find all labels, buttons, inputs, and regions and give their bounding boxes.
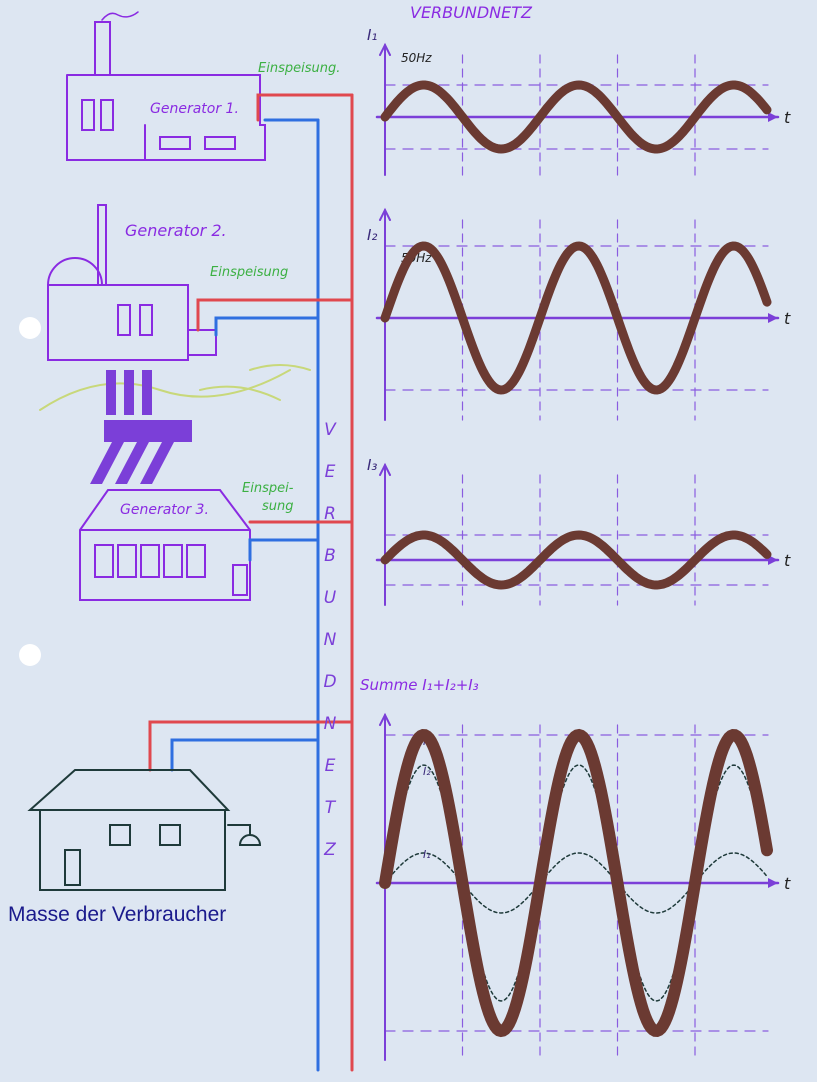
current-label: I₂ <box>367 226 377 244</box>
penstocks <box>90 370 192 484</box>
consumer-label: Masse der Verbraucher <box>8 903 226 927</box>
inner-label: I₁ <box>423 848 431 861</box>
feed-blue <box>250 540 318 560</box>
current-label: I₁ <box>367 26 377 44</box>
title: VERBUNDNETZ <box>410 3 533 22</box>
hills <box>40 365 310 410</box>
page: VERBUNDNETZ Generator 1. Einspeisung. Ge… <box>0 0 817 1077</box>
feed-red <box>198 300 352 330</box>
axis-label: t <box>784 108 791 127</box>
feed-red <box>258 95 352 120</box>
generator-1 <box>67 12 265 160</box>
punch-hole <box>19 644 41 666</box>
generator-label: Generator 3. <box>120 502 209 518</box>
arrow <box>768 878 778 888</box>
axis-label: t <box>784 551 791 570</box>
sum-label: Summe I₁+I₂+I₃ <box>360 676 479 694</box>
feed-label: Einspei- <box>242 481 294 496</box>
supply-blue <box>172 740 318 770</box>
feed-blue <box>216 318 318 335</box>
feed-label: sung <box>262 499 294 514</box>
grid-label: VERBUNDNETZ <box>320 420 340 882</box>
current-label: I₃ <box>367 456 377 474</box>
arrow <box>768 313 778 323</box>
generator-label: Generator 1. <box>150 101 239 117</box>
feed-label: Einspeisung <box>210 265 288 280</box>
axis-label: t <box>784 874 791 893</box>
house <box>30 770 260 890</box>
frequency-label: 50Hz <box>401 51 432 65</box>
axis-label: t <box>784 309 791 328</box>
inner-label: I₂ <box>423 765 431 778</box>
generator-label: Generator 2. <box>125 221 227 240</box>
punch-hole <box>19 317 41 339</box>
feed-label: Einspeisung. <box>258 61 340 76</box>
